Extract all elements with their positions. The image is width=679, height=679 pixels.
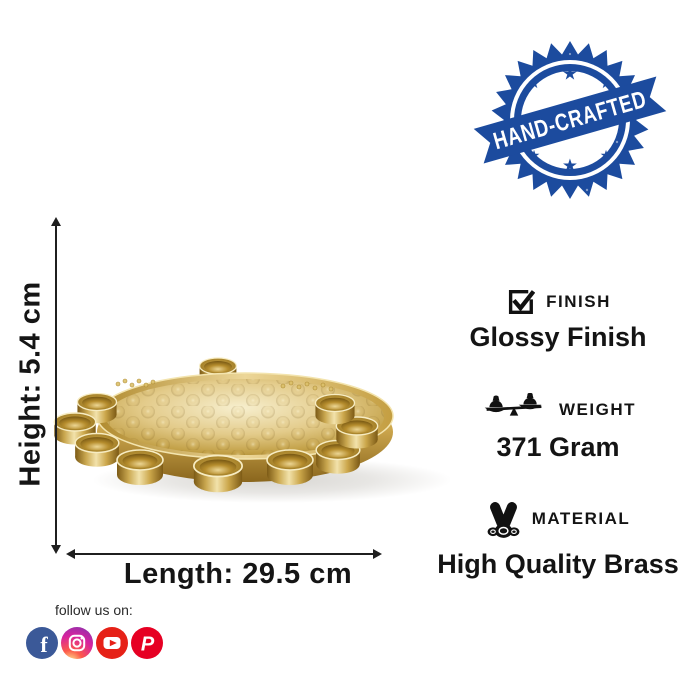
height-dimension-line <box>55 224 57 548</box>
tealight-cup <box>193 454 243 494</box>
length-dimension-line <box>74 553 374 555</box>
spec-label: MATERIAL <box>531 509 631 528</box>
facebook-icon[interactable]: f <box>26 627 58 659</box>
arrow-right-icon <box>373 549 382 559</box>
instagram-icon[interactable] <box>61 627 93 659</box>
tealight-cup <box>314 393 356 425</box>
tealight-cup <box>266 449 314 486</box>
social-icons: f P <box>26 627 163 659</box>
follow-us-label: follow us on: <box>55 602 133 618</box>
svg-text:f: f <box>40 632 48 657</box>
arrow-down-icon <box>51 545 61 554</box>
spec-value: Glossy Finish <box>469 322 647 352</box>
spec-value: High Quality Brass <box>437 549 679 579</box>
tealight-cup <box>74 432 120 468</box>
svg-text:P: P <box>141 634 155 656</box>
hammered-texture <box>106 379 384 455</box>
youtube-icon[interactable] <box>96 627 128 659</box>
badge-stars: ★ ★ ★ ★ ★ ★ <box>528 64 613 177</box>
brass-urli-product-image <box>53 357 452 503</box>
star-icon: ★ <box>600 148 613 164</box>
arrow-left-icon <box>66 549 75 559</box>
balance-scale-icon <box>484 393 543 416</box>
checkbox-check-icon <box>509 290 536 314</box>
star-icon: ★ <box>600 76 613 92</box>
spec-material: MATERIAL High Quality Brass <box>437 494 679 580</box>
spec-label: WEIGHT <box>559 400 636 419</box>
tealight-cup <box>116 449 164 486</box>
arrow-up-icon <box>51 217 61 226</box>
spec-finish: FINISH Glossy Finish <box>437 287 679 353</box>
spec-value: 371 Gram <box>496 432 620 462</box>
length-label: Length: 29.5 cm <box>123 558 353 590</box>
filigree-decoration <box>115 378 334 392</box>
spec-label: FINISH <box>546 292 611 311</box>
hand-crafted-badge: ★ ★ ★ ★ ★ ★ HAND-CRAFTED <box>473 41 667 199</box>
pinterest-icon[interactable]: P <box>131 627 163 659</box>
star-icon: ★ <box>528 76 541 92</box>
metal-rolls-icon <box>487 502 520 538</box>
star-icon: ★ <box>562 64 578 85</box>
height-label: Height: 5.4 cm <box>14 281 47 487</box>
spec-weight: WEIGHT 371 Gram <box>437 393 679 463</box>
star-icon: ★ <box>562 156 578 177</box>
star-icon: ★ <box>528 148 541 164</box>
